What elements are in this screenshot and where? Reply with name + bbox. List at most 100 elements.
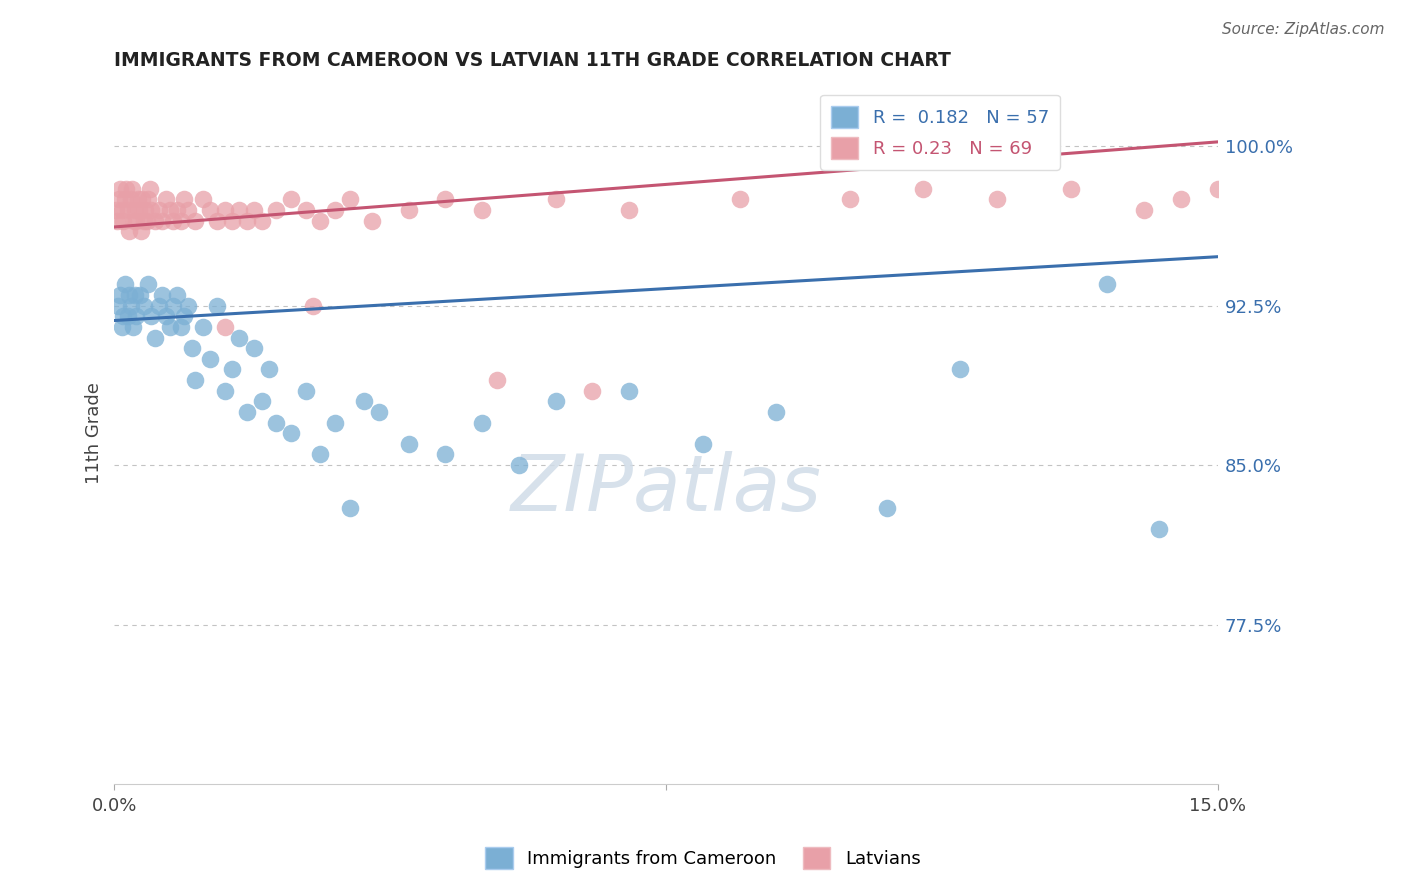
Point xyxy=(294,202,316,217)
Point xyxy=(112,213,135,227)
Point xyxy=(323,416,346,430)
Point xyxy=(114,277,136,292)
Point xyxy=(141,310,163,324)
Point xyxy=(214,319,236,334)
Point xyxy=(323,202,346,217)
Text: Source: ZipAtlas.com: Source: ZipAtlas.com xyxy=(1222,22,1385,37)
Point xyxy=(264,202,287,217)
Point xyxy=(280,192,302,206)
Point xyxy=(166,202,188,217)
Point xyxy=(221,362,243,376)
Point xyxy=(129,288,152,302)
Point xyxy=(581,384,603,398)
Point xyxy=(111,202,134,217)
Point xyxy=(124,202,146,217)
Point xyxy=(177,202,200,217)
Point xyxy=(131,192,153,206)
Point xyxy=(155,310,177,324)
Point xyxy=(129,224,152,238)
Point xyxy=(1147,522,1170,536)
Point xyxy=(838,192,860,206)
Point xyxy=(132,213,155,227)
Point xyxy=(280,426,302,441)
Point xyxy=(128,202,150,217)
Point xyxy=(1206,182,1229,196)
Point xyxy=(143,330,166,344)
Point xyxy=(159,319,181,334)
Y-axis label: 11th Grade: 11th Grade xyxy=(86,383,103,484)
Point xyxy=(136,192,159,206)
Point xyxy=(135,213,157,227)
Point xyxy=(121,319,143,334)
Point xyxy=(1170,192,1192,206)
Point xyxy=(221,213,243,227)
Point xyxy=(122,213,145,227)
Point xyxy=(257,362,280,376)
Point xyxy=(108,192,131,206)
Point xyxy=(112,310,135,324)
Point xyxy=(198,351,221,366)
Point xyxy=(912,182,935,196)
Point xyxy=(949,362,972,376)
Point xyxy=(228,202,250,217)
Legend: R =  0.182   N = 57, R = 0.23   N = 69: R = 0.182 N = 57, R = 0.23 N = 69 xyxy=(820,95,1060,169)
Point xyxy=(132,299,155,313)
Point xyxy=(150,213,173,227)
Point xyxy=(166,288,188,302)
Point xyxy=(434,192,457,206)
Point xyxy=(264,416,287,430)
Point xyxy=(207,213,229,227)
Point xyxy=(398,202,420,217)
Point xyxy=(124,288,146,302)
Point xyxy=(309,447,332,461)
Text: IMMIGRANTS FROM CAMEROON VS LATVIAN 11TH GRADE CORRELATION CHART: IMMIGRANTS FROM CAMEROON VS LATVIAN 11TH… xyxy=(114,51,952,70)
Text: ZIPatlas: ZIPatlas xyxy=(510,451,821,527)
Point xyxy=(214,384,236,398)
Point xyxy=(162,213,184,227)
Point xyxy=(110,182,132,196)
Point xyxy=(184,373,207,387)
Point xyxy=(339,192,361,206)
Point xyxy=(169,213,191,227)
Point xyxy=(177,299,200,313)
Point xyxy=(207,299,229,313)
Point xyxy=(243,341,266,355)
Point xyxy=(104,202,127,217)
Point xyxy=(360,213,382,227)
Point xyxy=(294,384,316,398)
Point xyxy=(619,202,641,217)
Point xyxy=(309,213,332,227)
Point xyxy=(162,299,184,313)
Point xyxy=(544,394,567,409)
Point xyxy=(141,202,163,217)
Point xyxy=(765,405,787,419)
Point xyxy=(471,202,494,217)
Point xyxy=(302,299,325,313)
Point xyxy=(228,330,250,344)
Point xyxy=(105,213,128,227)
Point xyxy=(1097,277,1119,292)
Point xyxy=(143,213,166,227)
Point xyxy=(114,192,136,206)
Point xyxy=(728,192,751,206)
Point xyxy=(117,310,139,324)
Point xyxy=(138,182,160,196)
Point xyxy=(986,192,1008,206)
Point xyxy=(1133,202,1156,217)
Point xyxy=(368,405,391,419)
Point xyxy=(191,192,214,206)
Point xyxy=(198,202,221,217)
Point xyxy=(398,437,420,451)
Point xyxy=(127,192,149,206)
Point xyxy=(173,192,195,206)
Point xyxy=(155,192,177,206)
Point xyxy=(134,202,156,217)
Point xyxy=(250,394,273,409)
Point xyxy=(148,202,170,217)
Point xyxy=(120,299,142,313)
Point xyxy=(118,288,141,302)
Point xyxy=(191,319,214,334)
Point xyxy=(544,192,567,206)
Legend: Immigrants from Cameroon, Latvians: Immigrants from Cameroon, Latvians xyxy=(478,839,928,876)
Point xyxy=(118,224,141,238)
